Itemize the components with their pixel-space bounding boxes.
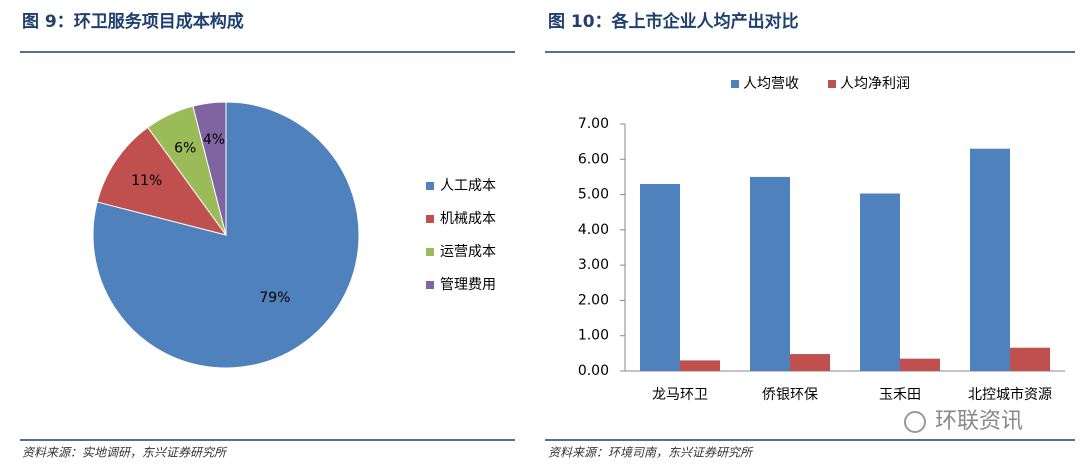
- legend-swatch: [426, 182, 434, 190]
- legend-label: 运营成本: [440, 244, 496, 260]
- watermark: 环联资讯: [935, 409, 1023, 434]
- y-tick-label: 6.00: [578, 151, 609, 167]
- legend-label: 人工成本: [440, 178, 496, 194]
- y-tick-label: 4.00: [578, 222, 609, 238]
- legend-swatch: [426, 248, 434, 256]
- legend-label: 管理费用: [440, 277, 496, 293]
- y-tick-label: 7.00: [578, 116, 609, 132]
- value-label: 6%: [174, 140, 196, 156]
- y-tick-label: 3.00: [578, 257, 609, 273]
- bar: [680, 360, 720, 371]
- bar: [640, 183, 680, 371]
- source: 资料来源：实地调研，东兴证券研究所: [22, 446, 228, 460]
- x-tick-label: 龙马环卫: [652, 387, 708, 403]
- x-tick-label: 北控城市资源: [968, 386, 1052, 403]
- bar: [790, 354, 830, 371]
- value-label: 11%: [131, 173, 162, 189]
- legend-swatch: [426, 281, 434, 289]
- x-tick-label: 玉禾田: [879, 387, 921, 403]
- x-tick-label: 侨银环保: [762, 387, 818, 403]
- bar: [750, 176, 790, 371]
- legend-label: 机械成本: [440, 211, 496, 227]
- y-tick-label: 0.00: [578, 363, 609, 379]
- legend-swatch: [731, 80, 739, 88]
- bar: [860, 193, 900, 371]
- legend-label: 人均营收: [743, 76, 799, 92]
- y-tick-label: 1.00: [578, 328, 609, 344]
- source: 资料来源：环境司南，东兴证券研究所: [548, 446, 754, 460]
- pie-slice: [192, 101, 227, 236]
- legend-swatch: [426, 215, 434, 223]
- watermark-icon: [904, 411, 926, 433]
- chart-title: 图 9：环卫服务项目成本构成: [22, 11, 244, 32]
- y-tick-label: 5.00: [578, 187, 609, 203]
- legend-label: 人均净利润: [840, 76, 910, 92]
- bar: [970, 148, 1010, 371]
- y-tick-label: 2.00: [578, 292, 609, 308]
- legend-swatch: [828, 80, 836, 88]
- value-label: 4%: [203, 132, 225, 148]
- pie-slice: [96, 126, 228, 236]
- chart-title: 图 10：各上市企业人均产出对比: [548, 11, 799, 32]
- value-label: 79%: [259, 290, 290, 306]
- bar: [1010, 347, 1050, 371]
- bar: [900, 358, 940, 371]
